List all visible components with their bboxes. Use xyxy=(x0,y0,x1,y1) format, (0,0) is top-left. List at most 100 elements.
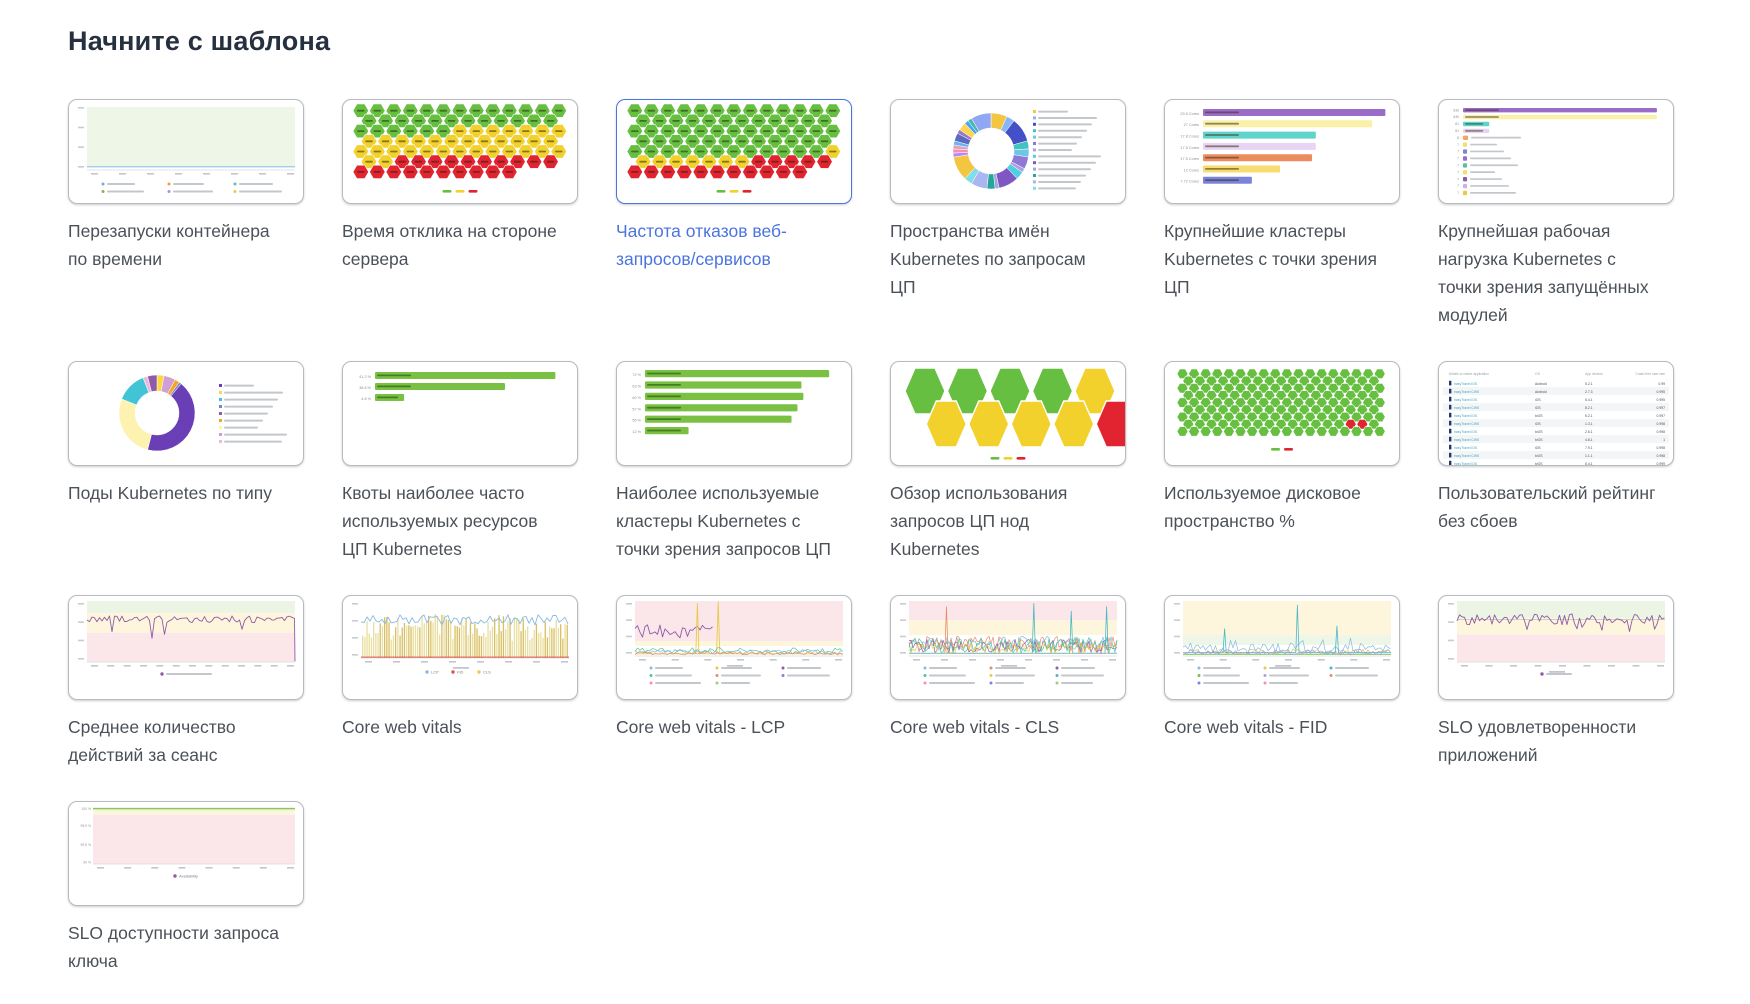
svg-text:Crash-free user rate: Crash-free user rate xyxy=(1636,372,1666,376)
svg-text:7: 7 xyxy=(1457,143,1459,147)
template-card[interactable]: Время отклика на стороне сервера xyxy=(342,99,578,273)
svg-text:41.2 %: 41.2 % xyxy=(359,375,371,379)
template-caption[interactable]: Core web vitals - FID xyxy=(1164,717,1328,737)
template-caption[interactable]: SLO доступности запроса ключа xyxy=(68,923,279,971)
template-thumbnail[interactable]: 100 % 99.9 % 99.5 % 99 % Availability xyxy=(68,801,304,906)
svg-text:0.995: 0.995 xyxy=(1657,390,1666,394)
template-caption[interactable]: Обзор использования запросов ЦП нод Kube… xyxy=(890,483,1068,559)
template-thumbnail[interactable]: LCP FID CLS xyxy=(342,595,578,700)
thumbnail-chart xyxy=(1174,601,1391,685)
template-thumbnail[interactable]: 41.2 % 38.8 % 4.8 % xyxy=(342,361,578,466)
thumbnail-chart xyxy=(352,103,567,193)
svg-text:tvOS: tvOS xyxy=(1535,438,1543,442)
template-thumbnail[interactable]: 630 630 81 81 8 7 7 7 7 7 7 7 7 xyxy=(1438,99,1674,204)
svg-text:0.998: 0.998 xyxy=(1657,422,1666,426)
svg-text:FID: FID xyxy=(457,669,464,674)
thumbnail-chart: 29.5 Cores 27 Cores 17.8 Cores 17.5 Cores 17… xyxy=(1180,109,1386,184)
template-card[interactable]: Перезапуски контейнера по времени xyxy=(68,99,304,273)
template-card[interactable]: Mobile or native application OS App Versio… xyxy=(1438,361,1674,535)
thumbnail-chart xyxy=(1176,368,1386,451)
template-card[interactable]: 72 % 63 % 60 % 57 % 55 % 12 % Наиболее исполь… xyxy=(616,361,852,563)
template-caption[interactable]: Квоты наиболее часто используемых ресурс… xyxy=(342,483,538,559)
svg-text:easyTravel iOS: easyTravel iOS xyxy=(1454,430,1478,434)
svg-text:7: 7 xyxy=(1457,170,1459,174)
svg-text:iOS: iOS xyxy=(1535,406,1541,410)
template-caption[interactable]: Используемое дисковое пространство % xyxy=(1164,483,1361,531)
svg-text:7: 7 xyxy=(1457,150,1459,154)
template-caption[interactable]: Пользовательский рейтинг без сбоев xyxy=(1438,483,1656,531)
svg-text:8.2.1: 8.2.1 xyxy=(1585,406,1593,410)
svg-text:tvOS: tvOS xyxy=(1535,430,1543,434)
template-caption[interactable]: Время отклика на стороне сервера xyxy=(342,221,557,269)
template-thumbnail[interactable] xyxy=(68,99,304,204)
template-thumbnail[interactable]: 29.5 Cores 27 Cores 17.8 Cores 17.5 Cores 17… xyxy=(1164,99,1400,204)
svg-text:57 %: 57 % xyxy=(632,407,641,411)
template-thumbnail[interactable] xyxy=(68,361,304,466)
template-caption[interactable]: Крупнейшая рабочая нагрузка Kubernetes с… xyxy=(1438,221,1649,325)
template-thumbnail[interactable] xyxy=(890,361,1126,466)
template-caption[interactable]: Перезапуски контейнера по времени xyxy=(68,221,270,269)
svg-text:easyTravel iOS: easyTravel iOS xyxy=(1454,382,1478,386)
template-card[interactable]: Core web vitals - FID xyxy=(1164,595,1400,741)
template-thumbnail[interactable] xyxy=(68,595,304,700)
template-thumbnail[interactable] xyxy=(1438,595,1674,700)
template-card[interactable]: Core web vitals - LCP xyxy=(616,595,852,741)
svg-text:5.2.1: 5.2.1 xyxy=(1585,414,1593,418)
template-caption[interactable]: Пространства имён Kubernetes по запросам… xyxy=(890,221,1086,297)
template-card[interactable]: Core web vitals - CLS xyxy=(890,595,1126,741)
template-caption[interactable]: SLO удовлетворенности приложений xyxy=(1438,717,1637,765)
template-thumbnail[interactable] xyxy=(1164,595,1400,700)
svg-text:99.9 %: 99.9 % xyxy=(80,824,91,828)
template-caption[interactable]: Core web vitals - CLS xyxy=(890,717,1060,737)
thumbnail-chart: 41.2 % 38.8 % 4.8 % xyxy=(359,372,556,401)
template-thumbnail[interactable]: 72 % 63 % 60 % 57 % 55 % 12 % xyxy=(616,361,852,466)
template-card[interactable]: Пространства имён Kubernetes по запросам… xyxy=(890,99,1126,301)
template-card[interactable]: Поды Kubernetes по типу xyxy=(68,361,304,507)
svg-text:tvOS: tvOS xyxy=(1535,454,1543,458)
template-caption[interactable]: Среднее количество действий за сеанс xyxy=(68,717,236,765)
svg-text:12 %: 12 % xyxy=(632,430,641,434)
svg-text:7: 7 xyxy=(1457,164,1459,168)
template-caption[interactable]: Core web vitals - LCP xyxy=(616,717,786,737)
template-caption[interactable]: Частота отказов веб-запросов/сервисов xyxy=(616,221,787,269)
svg-text:5.2.1: 5.2.1 xyxy=(1585,382,1593,386)
svg-text:0.999: 0.999 xyxy=(1657,462,1666,465)
svg-text:OS: OS xyxy=(1535,372,1541,376)
svg-text:7.9.1: 7.9.1 xyxy=(1585,446,1593,450)
template-card[interactable]: Обзор использования запросов ЦП нод Kube… xyxy=(890,361,1126,563)
svg-text:easyTravel iOS: easyTravel iOS xyxy=(1454,446,1478,450)
template-thumbnail[interactable] xyxy=(342,99,578,204)
template-gallery-page: Начните с шаблона Перезапуски контейнера… xyxy=(68,26,1750,975)
template-grid: Перезапуски контейнера по времени Время … xyxy=(68,99,1750,975)
template-card[interactable]: Используемое дисковое пространство % xyxy=(1164,361,1400,535)
svg-text:81: 81 xyxy=(1455,122,1459,126)
template-caption[interactable]: Крупнейшие кластеры Kubernetes с точки з… xyxy=(1164,221,1377,297)
thumbnail-chart: 630 630 81 81 8 7 7 7 7 7 7 7 7 xyxy=(1453,108,1657,196)
template-thumbnail[interactable]: Mobile or native application OS App Versio… xyxy=(1438,361,1674,466)
template-thumbnail[interactable] xyxy=(890,99,1126,204)
template-card[interactable]: 630 630 81 81 8 7 7 7 7 7 7 7 7 Крупнейшая рабочая н… xyxy=(1438,99,1674,329)
template-thumbnail[interactable] xyxy=(616,99,852,204)
template-card[interactable]: 29.5 Cores 27 Cores 17.8 Cores 17.5 Cores 17… xyxy=(1164,99,1400,301)
svg-text:7.72 Cores: 7.72 Cores xyxy=(1180,180,1199,184)
template-caption[interactable]: Наиболее используемые кластеры Kubernete… xyxy=(616,483,831,559)
svg-text:17.5 Cores: 17.5 Cores xyxy=(1180,146,1199,150)
template-card[interactable]: LCP FID CLS Core web vitals xyxy=(342,595,578,741)
template-caption[interactable]: Core web vitals xyxy=(342,717,462,737)
template-card[interactable]: 100 % 99.9 % 99.5 % 99 % Availability SLO до… xyxy=(68,801,304,975)
svg-text:72 %: 72 % xyxy=(632,373,641,377)
template-card[interactable]: Среднее количество действий за сеанс xyxy=(68,595,304,769)
template-card[interactable]: Частота отказов веб-запросов/сервисов xyxy=(616,99,852,273)
svg-text:Android: Android xyxy=(1535,382,1547,386)
template-thumbnail[interactable] xyxy=(890,595,1126,700)
svg-text:17.5 Cores: 17.5 Cores xyxy=(1180,157,1199,161)
svg-text:2.6.1: 2.6.1 xyxy=(1585,430,1593,434)
template-card[interactable]: 41.2 % 38.8 % 4.8 % Квоты наиболее часто и… xyxy=(342,361,578,563)
template-thumbnail[interactable] xyxy=(1164,361,1400,466)
template-thumbnail[interactable] xyxy=(616,595,852,700)
thumbnail-chart: 100 % 99.9 % 99.5 % 99 % Availability xyxy=(80,807,295,878)
template-caption[interactable]: Поды Kubernetes по типу xyxy=(68,483,273,503)
thumbnail-chart xyxy=(626,103,841,193)
svg-text:29.5 Cores: 29.5 Cores xyxy=(1180,112,1199,116)
template-card[interactable]: SLO удовлетворенности приложений xyxy=(1438,595,1674,769)
